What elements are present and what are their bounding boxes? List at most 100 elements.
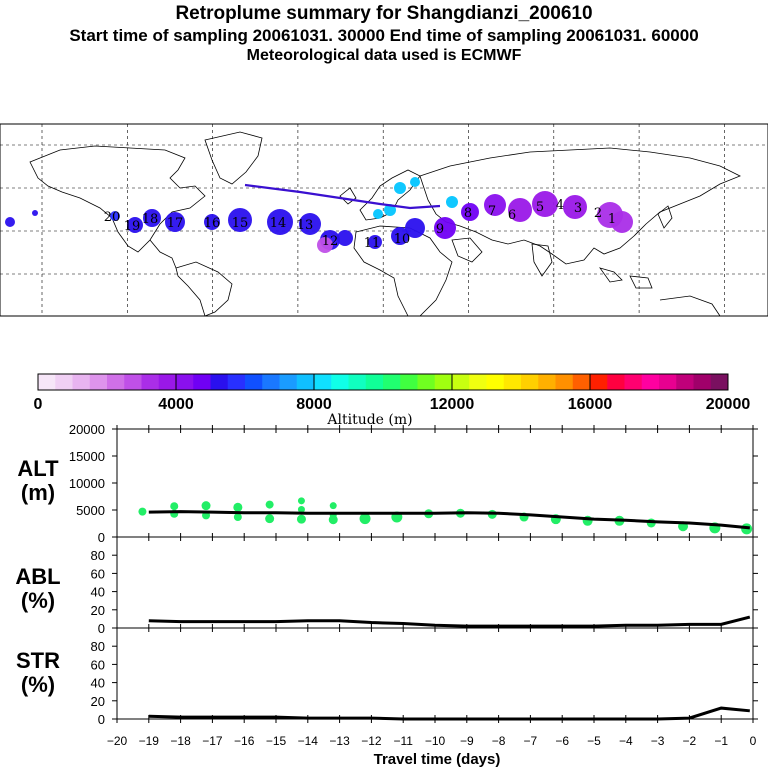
plume-day-label: 10 <box>394 232 411 247</box>
plume-cluster <box>228 208 252 232</box>
plume-day-label: 15 <box>232 216 249 231</box>
plume-day-label: 3 <box>574 201 582 216</box>
y-tick-label: 60 <box>91 657 105 672</box>
colorbar-swatch <box>279 374 298 390</box>
x-tick-label: 0 <box>750 734 757 748</box>
colorbar-tick-label: 16000 <box>568 396 613 413</box>
y-tick-label: 80 <box>91 548 105 563</box>
colorbar-swatch <box>710 374 729 390</box>
alt-cluster-point <box>297 497 305 505</box>
alt-cluster-point <box>328 515 338 525</box>
colorbar-swatch <box>227 374 246 390</box>
colorbar-swatch <box>452 374 470 390</box>
map-gridlines <box>0 124 768 316</box>
plume-cluster <box>434 217 456 239</box>
colorbar-swatch <box>607 374 625 390</box>
colorbar-swatch <box>55 374 73 390</box>
plume-day-label: 13 <box>297 218 314 233</box>
alt-cluster-point <box>138 507 147 516</box>
colorbar-swatch <box>348 374 367 390</box>
colorbar-swatch <box>555 374 574 390</box>
colorbar-swatch <box>676 374 694 390</box>
plume-day-label: 18 <box>142 212 159 227</box>
y-tick-label: 40 <box>91 676 105 691</box>
map-frame <box>0 123 768 317</box>
plume-day-label: 17 <box>167 216 184 231</box>
abl-panel-frame <box>116 536 754 629</box>
alt-cluster-point <box>359 513 371 525</box>
plume-cluster <box>532 191 558 217</box>
plume-day-label: 14 <box>270 216 287 231</box>
colorbar-swatch <box>400 374 418 390</box>
plume-cluster <box>373 209 383 219</box>
plume-trajectory-line <box>244 183 441 210</box>
str-panel-unit: (%) <box>21 672 55 697</box>
alt-cluster-point <box>297 505 305 513</box>
x-axis-title: Travel time (days) <box>374 751 501 768</box>
y-tick-label: 20000 <box>69 422 105 437</box>
x-tick-label: −3 <box>651 734 665 748</box>
plume-cluster <box>484 194 506 216</box>
colorbar-swatch <box>124 374 142 390</box>
plume-cluster <box>410 177 420 187</box>
x-tick-label: −18 <box>170 734 191 748</box>
plume-cluster <box>384 204 396 216</box>
str-line <box>148 706 750 721</box>
alt-cluster-point <box>201 501 211 511</box>
plume-day-label: 19 <box>124 219 141 234</box>
alt-cluster-point <box>170 502 179 511</box>
colorbar-swatch <box>193 374 211 390</box>
y-tick-label: 0 <box>98 621 105 636</box>
plume-day-label: 16 <box>204 216 221 231</box>
plume-day-label: 9 <box>436 222 444 237</box>
plume-day-label: 5 <box>536 200 544 215</box>
plume-day-label: 6 <box>508 208 516 223</box>
colorbar-swatch <box>331 374 349 390</box>
axis-ticks: 20000150001000050000806040200806040200−2… <box>69 422 758 748</box>
x-tick-label: −17 <box>202 734 223 748</box>
colorbar-swatch <box>383 374 401 390</box>
plume-cluster <box>165 212 185 232</box>
colorbar-swatch <box>434 374 453 390</box>
colorbar-swatch <box>538 374 556 390</box>
x-tick-label: −10 <box>425 734 446 748</box>
plume-day-label: 4 <box>556 198 564 213</box>
alt-series <box>138 497 753 535</box>
x-tick-label: −13 <box>329 734 350 748</box>
abl-panel-unit: (%) <box>21 588 55 613</box>
colorbar-tick-label: 12000 <box>430 396 475 413</box>
alt-cluster-point <box>296 514 306 524</box>
plume-cluster <box>405 218 425 238</box>
chart-title: Retroplume summary for Shangdianzi_20061… <box>175 3 593 24</box>
colorbar-swatch <box>590 374 608 390</box>
altitude-colorbar: 0 4000 8000 12000 16000 20000 <box>34 373 750 413</box>
plume-cluster <box>143 209 161 227</box>
plume-day-label: 8 <box>464 206 472 221</box>
colorbar-swatch <box>38 374 56 390</box>
colorbar-swatch <box>365 374 384 390</box>
colorbar-swatch <box>176 374 194 390</box>
str-series <box>148 706 750 721</box>
colorbar-swatch <box>572 374 591 390</box>
colorbar-swatch <box>659 374 677 390</box>
y-tick-label: 5000 <box>76 503 105 518</box>
colorbar-swatch <box>641 374 660 390</box>
plume-cluster <box>110 211 120 221</box>
colorbar-swatch <box>503 374 522 390</box>
colorbar-label: Altitude (m) <box>326 412 412 428</box>
plume-cluster <box>394 182 406 194</box>
y-tick-label: 10000 <box>69 476 105 491</box>
colorbar-swatch <box>107 374 125 390</box>
x-tick-label: −11 <box>393 734 413 748</box>
x-tick-label: −6 <box>555 734 569 748</box>
y-tick-label: 20 <box>91 603 105 618</box>
str-panel-label: STR <box>16 648 60 673</box>
colorbar-swatch <box>624 374 643 390</box>
x-tick-label: −14 <box>298 734 319 748</box>
plume-cluster <box>317 237 333 253</box>
plume-cluster <box>337 230 353 246</box>
alt-cluster-point <box>329 502 337 510</box>
x-tick-label: −19 <box>139 734 160 748</box>
colorbar-swatch <box>72 374 91 390</box>
